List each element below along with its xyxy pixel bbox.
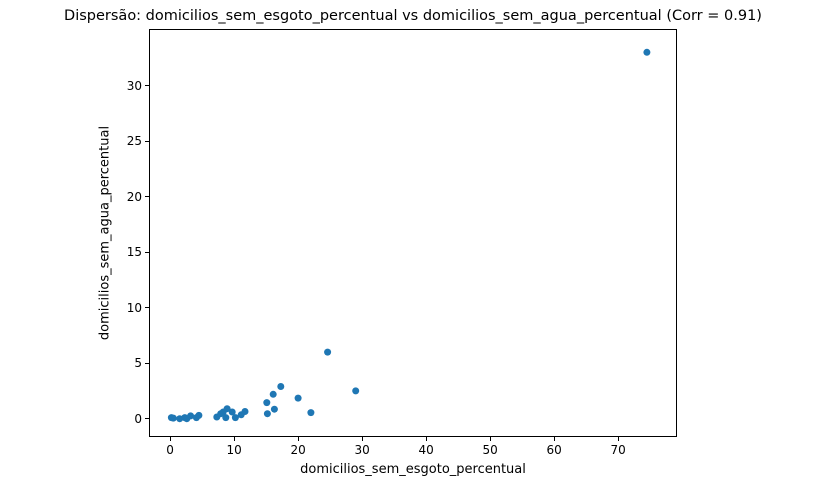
x-tick-label: 60 bbox=[546, 443, 562, 457]
x-tick-label: 10 bbox=[226, 443, 242, 457]
y-tick-mark bbox=[145, 362, 149, 364]
y-tick-mark bbox=[145, 307, 149, 309]
data-point bbox=[223, 405, 231, 413]
data-point bbox=[241, 408, 249, 415]
x-tick-mark bbox=[297, 437, 299, 441]
x-tick-mark bbox=[169, 437, 171, 441]
y-tick-mark bbox=[145, 196, 149, 198]
data-point bbox=[352, 387, 360, 395]
y-tick-label: 25 bbox=[126, 134, 142, 149]
x-tick-label: 30 bbox=[354, 443, 370, 457]
y-tick-label: 5 bbox=[134, 356, 142, 371]
data-point bbox=[195, 411, 203, 419]
plot-area bbox=[149, 29, 677, 437]
y-tick-label: 10 bbox=[126, 300, 142, 315]
x-tick-mark bbox=[489, 437, 491, 441]
data-point bbox=[269, 390, 277, 398]
x-tick-label: 0 bbox=[166, 443, 174, 457]
data-point bbox=[169, 414, 177, 422]
data-point bbox=[270, 405, 278, 413]
data-point bbox=[263, 410, 271, 418]
y-tick-mark bbox=[145, 140, 149, 142]
x-tick-label: 50 bbox=[482, 443, 498, 457]
data-point bbox=[294, 394, 302, 402]
y-tick-label: 0 bbox=[134, 411, 142, 426]
x-tick-mark bbox=[425, 437, 427, 441]
x-tick-label: 40 bbox=[418, 443, 434, 457]
x-tick-mark bbox=[361, 437, 363, 441]
x-tick-mark bbox=[553, 437, 555, 441]
y-tick-mark bbox=[145, 251, 149, 253]
y-tick-mark bbox=[145, 85, 149, 87]
data-point bbox=[228, 408, 236, 416]
data-point bbox=[263, 399, 271, 407]
x-axis-label: domicilios_sem_esgoto_percentual bbox=[300, 462, 526, 477]
scatter-canvas bbox=[167, 48, 651, 423]
data-point bbox=[277, 383, 285, 390]
x-tick-mark bbox=[233, 437, 235, 441]
data-point bbox=[643, 48, 651, 56]
data-point bbox=[187, 412, 195, 420]
data-point bbox=[307, 409, 315, 417]
y-tick-mark bbox=[145, 418, 149, 420]
data-point bbox=[324, 348, 332, 356]
x-tick-mark bbox=[617, 437, 619, 441]
x-tick-label: 20 bbox=[290, 443, 306, 457]
x-tick-label: 70 bbox=[610, 443, 626, 457]
data-point bbox=[222, 414, 230, 422]
data-point bbox=[231, 414, 239, 422]
y-tick-label: 20 bbox=[126, 189, 142, 204]
y-tick-label: 15 bbox=[126, 245, 142, 260]
chart-title: Dispersão: domicilios_sem_esgoto_percent… bbox=[64, 8, 762, 24]
y-tick-label: 30 bbox=[126, 78, 142, 93]
